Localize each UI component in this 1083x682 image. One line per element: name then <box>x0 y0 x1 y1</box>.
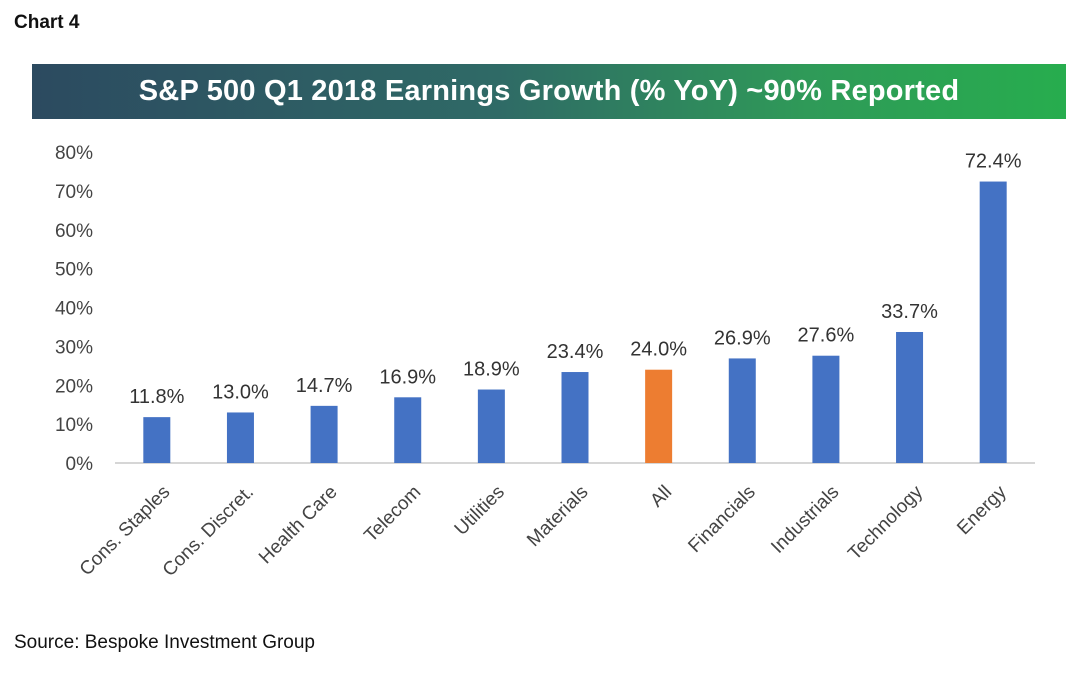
data-label: 27.6% <box>798 325 855 347</box>
y-tick-label: 20% <box>55 376 93 397</box>
data-label: 72.4% <box>965 151 1022 173</box>
data-label: 23.4% <box>547 341 604 363</box>
bar <box>143 417 171 463</box>
x-tick-label: Financials <box>684 482 759 557</box>
y-axis: 0% 10% 20% 30% 40% 50% 60% 70% 80% <box>55 143 93 475</box>
y-tick-label: 0% <box>66 454 94 475</box>
bar <box>645 369 673 463</box>
x-tick-label: Telecom <box>360 482 425 547</box>
x-tick-label: Energy <box>953 481 1011 539</box>
bar <box>226 412 254 463</box>
data-labels-group: 11.8% 13.0% 14.7% 16.9% 18.9% 23.4% 24.0% 26.9%… <box>129 151 1022 409</box>
chart-title: S&P 500 Q1 2018 Earnings Growth (% YoY) … <box>138 75 960 107</box>
x-tick-label: Industrials <box>767 482 843 558</box>
bar <box>310 405 338 463</box>
data-label: 24.0% <box>630 339 687 361</box>
y-tick-label: 10% <box>55 415 93 436</box>
y-tick-label: 70% <box>55 182 93 203</box>
x-tick-label: Health Care <box>255 482 342 569</box>
data-label: 14.7% <box>296 375 353 397</box>
source-note: Source: Bespoke Investment Group <box>14 632 315 653</box>
data-label: 18.9% <box>463 359 520 381</box>
data-label: 26.9% <box>714 327 771 349</box>
y-tick-label: 60% <box>55 221 93 242</box>
y-tick-label: 50% <box>55 260 93 281</box>
y-tick-label: 80% <box>55 143 93 164</box>
bar <box>979 181 1007 464</box>
bar <box>561 372 589 463</box>
x-tick-label: All <box>646 482 676 512</box>
bar <box>477 389 505 463</box>
y-tick-label: 40% <box>55 299 93 320</box>
chart-title-banner: S&P 500 Q1 2018 Earnings Growth (% YoY) … <box>32 64 1066 119</box>
x-tick-label: Utilities <box>451 482 509 540</box>
data-label: 11.8% <box>129 386 184 408</box>
data-label: 16.9% <box>379 366 436 388</box>
chart-number-label: Chart 4 <box>14 12 80 33</box>
data-label: 33.7% <box>881 301 938 323</box>
x-tick-label: Technology <box>844 481 927 564</box>
bar <box>896 331 924 463</box>
x-tick-label: Materials <box>523 482 592 551</box>
y-tick-label: 30% <box>55 337 93 358</box>
bar <box>728 358 756 463</box>
bars-group <box>143 181 1007 464</box>
data-label: 13.0% <box>212 381 269 403</box>
bar <box>394 397 422 463</box>
bar <box>812 355 840 463</box>
